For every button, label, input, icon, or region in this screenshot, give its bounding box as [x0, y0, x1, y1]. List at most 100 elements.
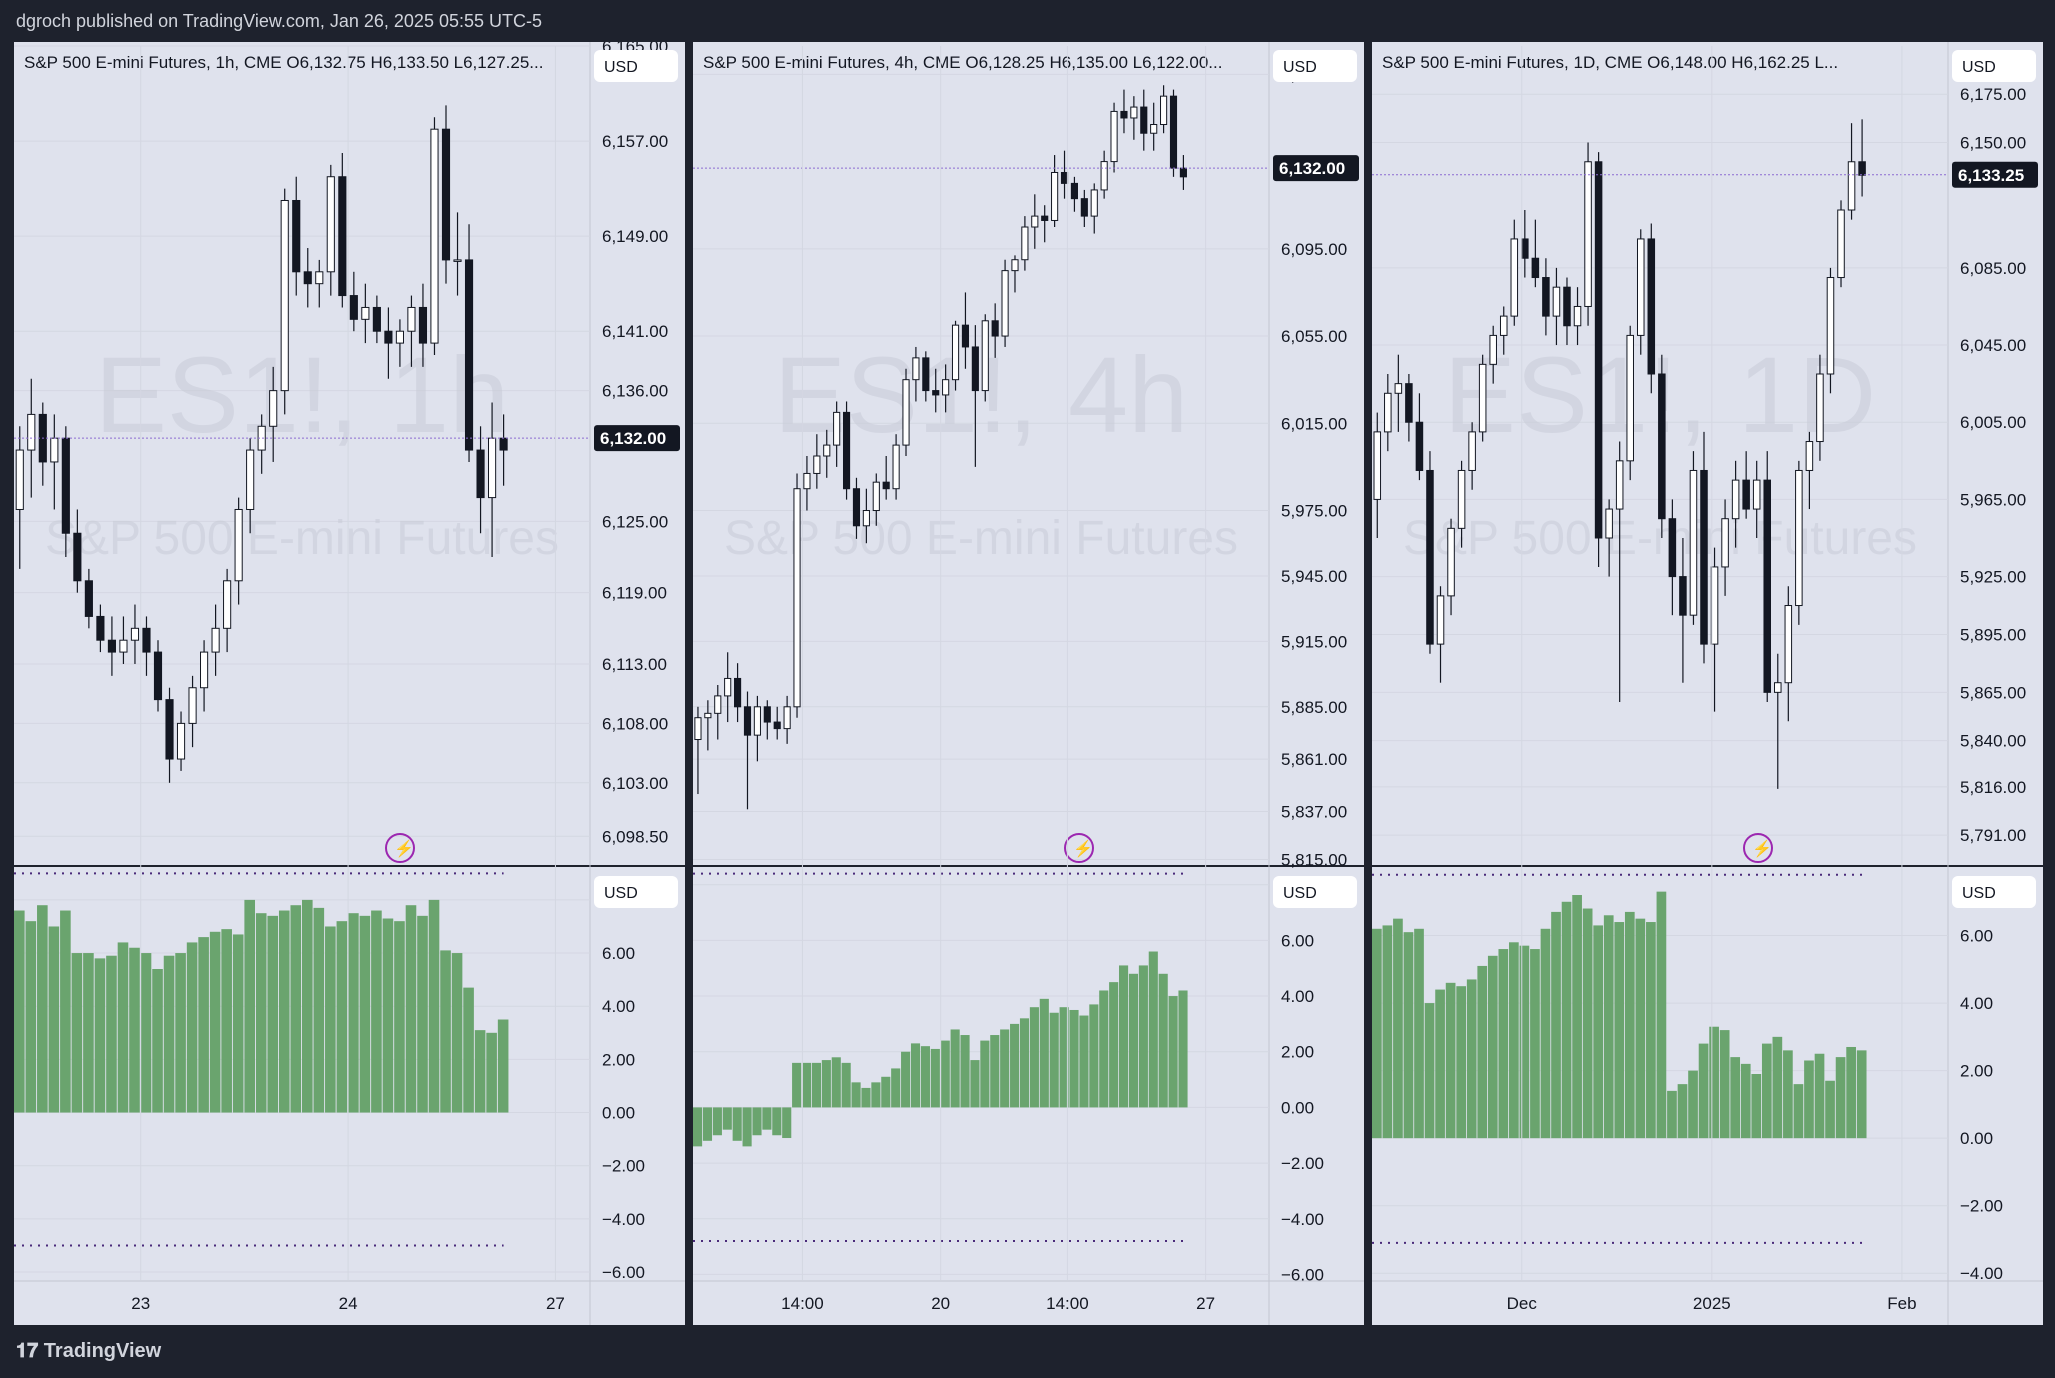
time-tick-label: 27: [1196, 1294, 1215, 1313]
vol-bar: [1509, 942, 1519, 1139]
candle-up: [1394, 383, 1403, 394]
vol-tick-label: 2.00: [1281, 1043, 1314, 1062]
vol-bar: [1010, 1023, 1020, 1108]
price-tick-label: 6,095.00: [1281, 240, 1347, 259]
vol-tick-label: 2.00: [602, 1050, 635, 1069]
candle-up: [1447, 527, 1455, 597]
vol-bar: [980, 1040, 990, 1108]
candle-up: [833, 411, 841, 446]
price-tick-label: 6,175.00: [1960, 85, 2026, 104]
lightning-glyph: ⚡: [1752, 839, 1772, 858]
candle-down: [1858, 161, 1866, 176]
candle-up: [1774, 682, 1782, 693]
vol-bar: [117, 942, 129, 1113]
chart-panel-1d[interactable]: ES1!, 1D S&P 500 E-mini Futures 6,175.00 6,…: [1372, 42, 2043, 1325]
price-tick-label: 5,865.00: [1960, 683, 2026, 702]
vol-bar: [278, 910, 290, 1113]
candle-up: [1510, 238, 1519, 317]
vol-tick-label: 0.00: [1960, 1129, 1993, 1148]
vol-bar: [970, 1060, 980, 1108]
vol-bar: [1138, 965, 1148, 1108]
candle-up: [1615, 460, 1624, 510]
candle-up: [1478, 363, 1487, 433]
candle-up: [1837, 209, 1845, 279]
candle-down: [1594, 161, 1603, 539]
chart-panel-1h[interactable]: ES1!, 1h S&P 500 E-mini Futures 6,165.00 6,…: [14, 42, 685, 1325]
candle-up: [200, 651, 209, 689]
vol-currency-label: USD: [1283, 885, 1317, 902]
vol-bar: [1624, 911, 1635, 1139]
candle-up: [361, 306, 370, 320]
candle-down: [165, 699, 174, 760]
vol-bar: [417, 915, 428, 1113]
candle-up: [902, 379, 910, 446]
candle-up: [1721, 518, 1729, 568]
price-tick-label: 6,119.00: [602, 584, 667, 603]
currency-button[interactable]: [1952, 50, 2036, 82]
candle-up: [813, 455, 821, 474]
vol-bar: [742, 1107, 752, 1147]
lightning-icon[interactable]: [385, 833, 415, 863]
last-price-badge: [1952, 161, 2038, 188]
candle-up: [1689, 469, 1698, 616]
vol-bar: [1477, 965, 1488, 1139]
candle-up: [430, 128, 439, 344]
price-tick-label: 5,791.00: [1960, 826, 2026, 845]
vol-bar: [1719, 1030, 1730, 1139]
tradingview-logo[interactable]: 𝟏𝟕 TradingView: [16, 1340, 161, 1363]
time-tick-label: 14:00: [1046, 1294, 1089, 1313]
vol-tick-label: 6.00: [1960, 927, 1993, 946]
vol-currency-button[interactable]: [594, 876, 678, 908]
candle-down: [1080, 198, 1088, 217]
candle-up: [981, 320, 989, 392]
publish-info: dgroch published on TradingView.com, Jan…: [16, 11, 542, 31]
panel-background: [14, 42, 685, 1325]
vol-currency-button[interactable]: [1952, 876, 2036, 908]
vol-bar: [463, 987, 474, 1113]
candle-down: [292, 199, 301, 273]
candle-up: [1552, 286, 1561, 317]
candle-down: [107, 639, 116, 653]
chart-svg: ES1!, 4hS&P 500 E-mini Futures6,175.006,…: [693, 42, 1364, 1325]
candle-down: [372, 306, 381, 332]
vol-currency-label: USD: [604, 885, 638, 902]
watermark-name: S&P 500 E-mini Futures: [1403, 512, 1917, 565]
vol-bar: [428, 899, 440, 1113]
vol-bar: [25, 921, 37, 1113]
candle-up: [27, 413, 36, 451]
vol-bar: [792, 1062, 802, 1108]
candle-up: [1011, 259, 1019, 272]
candle-up: [1784, 605, 1793, 684]
candle-down: [1405, 383, 1413, 423]
candle-down: [384, 330, 393, 344]
candle-down: [1179, 167, 1187, 178]
candle-up: [1457, 469, 1466, 529]
candle-up: [942, 379, 950, 396]
last-price-badge: [594, 425, 680, 452]
vol-bar: [1825, 1080, 1835, 1139]
vol-bar: [1772, 1036, 1783, 1139]
price-tick-label: 5,861.00: [1281, 750, 1347, 769]
vol-bar: [37, 905, 48, 1113]
tv-logo-icon: 𝟏𝟕: [16, 1340, 44, 1362]
lightning-icon[interactable]: [1064, 833, 1094, 863]
currency-label: USD: [1283, 59, 1317, 76]
vol-currency-button[interactable]: [1273, 876, 1357, 908]
vol-bar: [267, 915, 279, 1113]
candle-up: [823, 444, 831, 457]
chart-panel-4h[interactable]: ES1!, 4hS&P 500 E-mini Futures6,175.006,…: [693, 42, 1364, 1325]
lightning-icon[interactable]: [1743, 833, 1773, 863]
candle-up: [1584, 161, 1592, 307]
vol-bar: [221, 929, 232, 1113]
vol-bar: [474, 1030, 486, 1113]
candle-down: [84, 580, 93, 617]
price-tick-label: 5,965.00: [1960, 490, 2026, 509]
watermark-symbol: ES1!, 1h: [95, 334, 509, 455]
price-tick-label: 5,885.00: [1281, 698, 1347, 717]
candle-down: [73, 532, 82, 582]
currency-button[interactable]: [1273, 50, 1357, 82]
chart-svg: ES1!, 1hS&P 500 E-mini Futures6,165.006,…: [14, 42, 685, 1325]
vol-bar: [1487, 955, 1498, 1139]
last-price-label: 6,132.00: [1279, 159, 1345, 178]
currency-button[interactable]: [594, 50, 678, 82]
